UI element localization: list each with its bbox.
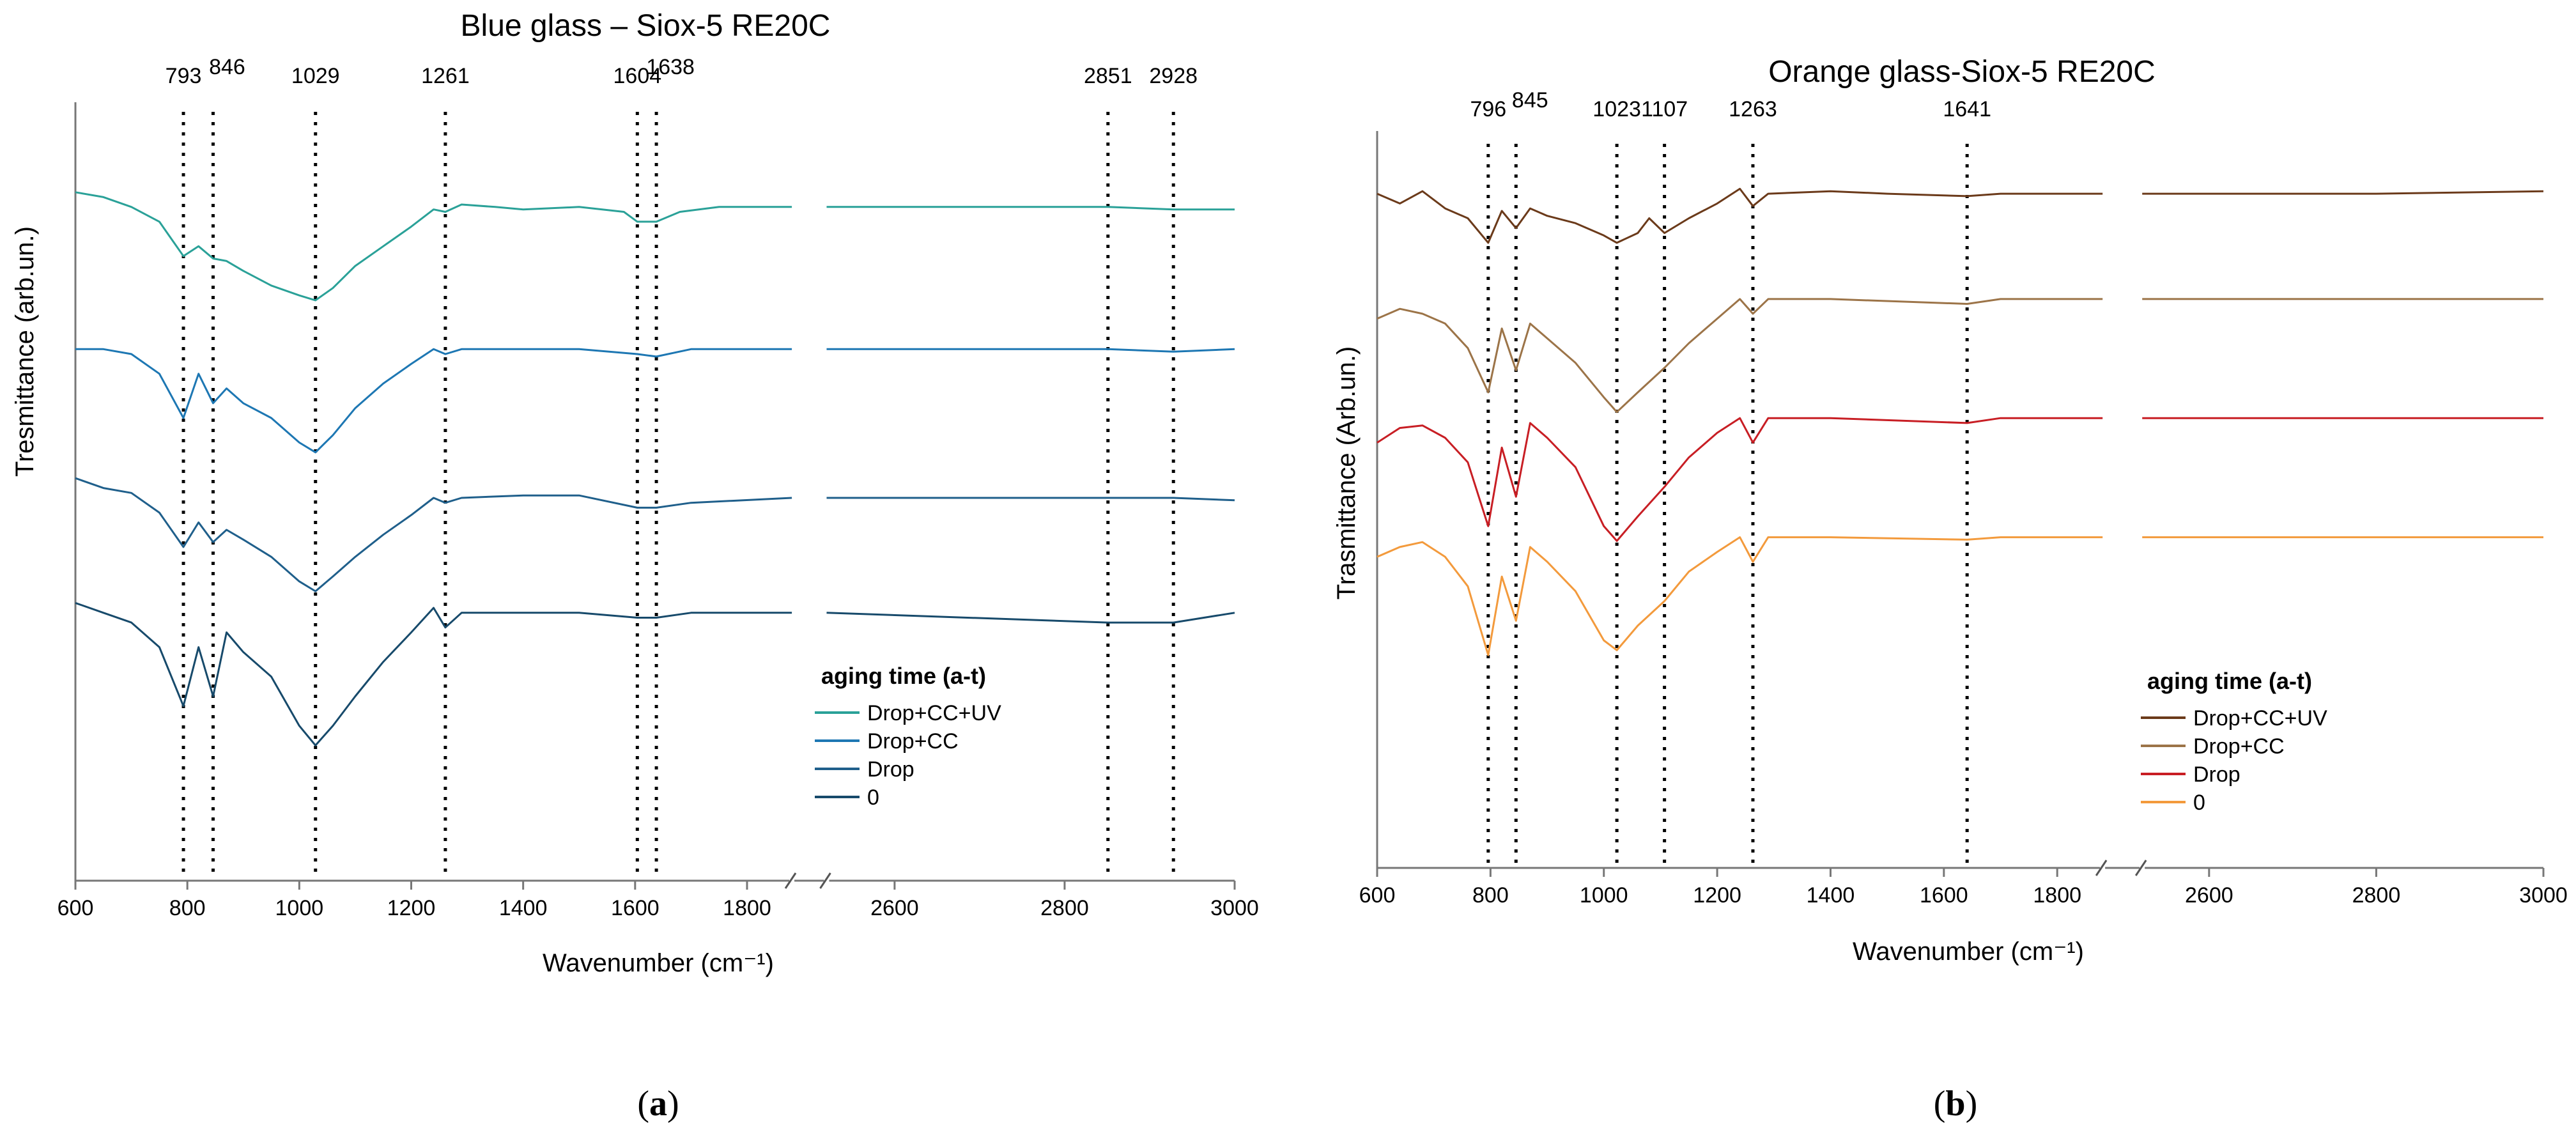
axis-break-mark xyxy=(784,872,797,889)
legend-title: aging time (a-t) xyxy=(821,663,986,689)
series-line xyxy=(75,601,792,746)
series-group xyxy=(1377,187,2544,656)
axis-break-gap xyxy=(2100,862,2106,874)
x-tick-label: 1400 xyxy=(499,896,548,920)
x-tick-label: 3000 xyxy=(1210,896,1259,920)
x-axis-label: Wavenumber (cm⁻¹) xyxy=(1853,938,2084,966)
x-axis-label: Wavenumber (cm⁻¹) xyxy=(543,949,774,977)
axis-break-mark xyxy=(819,872,831,889)
x-ticks: 600 800 1000 1200 1400 1600 1800 2600 2800 3000 xyxy=(1359,860,2568,908)
chart-panel-a: Blue glass – Siox-5 RE20C Tresmittance (… xyxy=(11,9,1259,977)
peak-label: 796 xyxy=(1470,97,1506,121)
peak-label: 1029 xyxy=(291,64,340,88)
chart-title: Orange glass-Siox-5 RE20C xyxy=(1768,55,2156,89)
x-tick-label: 2600 xyxy=(2185,883,2233,908)
axis-break-mark xyxy=(2095,860,2108,876)
peak-label: 1261 xyxy=(421,64,470,88)
x-tick-label: 1400 xyxy=(1807,883,1855,908)
peak-label: 1641 xyxy=(1943,97,1991,121)
series-line xyxy=(1377,417,2103,542)
axis-break-gap xyxy=(824,874,829,887)
x-tick-label: 2600 xyxy=(870,896,919,920)
peak-markers: 796 845 1023 1107 1263 1641 xyxy=(1470,88,1991,864)
chart-title: Blue glass – Siox-5 RE20C xyxy=(461,9,831,43)
x-tick-label: 1800 xyxy=(723,896,771,920)
peak-label: 845 xyxy=(1512,88,1548,112)
peak-label: 2928 xyxy=(1149,64,1198,88)
x-tick-label: 1200 xyxy=(387,896,436,920)
series-line xyxy=(1377,536,2103,656)
legend-item-label: Drop+CC+UV xyxy=(2193,706,2327,730)
legend-item-label: Drop xyxy=(867,757,914,782)
axis-break-gap xyxy=(2140,862,2145,874)
x-tick-label: 3000 xyxy=(2519,883,2568,908)
series-line xyxy=(1377,187,2103,244)
peak-label: 846 xyxy=(209,55,245,79)
legend-item-label: 0 xyxy=(2193,791,2205,815)
x-tick-label: 600 xyxy=(58,896,94,920)
legend-item-label: Drop+CC xyxy=(867,729,959,754)
series-line xyxy=(75,477,792,592)
x-tick-label: 800 xyxy=(1472,883,1509,908)
peak-label: 2851 xyxy=(1084,64,1132,88)
peak-label: 1023 xyxy=(1593,97,1641,121)
x-tick-label: 1000 xyxy=(275,896,324,920)
x-tick-label: 600 xyxy=(1359,883,1396,908)
peak-label: 793 xyxy=(166,64,202,88)
panel-label-b: (b) xyxy=(1934,1084,1977,1124)
x-tick-label: 800 xyxy=(169,896,206,920)
y-axis-label: Tresmittance (arb.un.) xyxy=(11,226,39,477)
series-line xyxy=(1377,298,2103,414)
series-line xyxy=(75,191,792,302)
legend-title: aging time (a-t) xyxy=(2147,668,2312,694)
legend-item-label: 0 xyxy=(867,785,879,810)
series-group xyxy=(75,191,1235,746)
legend-item-label: Drop xyxy=(2193,762,2241,787)
x-tick-label: 1600 xyxy=(1920,883,1968,908)
legend: aging time (a-t) Drop+CC+UV Drop+CC Drop 0 xyxy=(815,663,1001,810)
axis-break-mark xyxy=(2134,860,2147,876)
y-axis-label: Trasmittance (Arb.un.) xyxy=(1332,346,1361,599)
x-tick-label: 1200 xyxy=(1693,883,1741,908)
peak-label: 1107 xyxy=(1641,97,1688,121)
panel-label-a: (a) xyxy=(637,1084,679,1124)
x-tick-label: 1600 xyxy=(611,896,659,920)
x-tick-label: 1000 xyxy=(1580,883,1628,908)
x-tick-label: 2800 xyxy=(2352,883,2401,908)
series-line xyxy=(75,348,792,454)
legend: aging time (a-t) Drop+CC+UV Drop+CC Drop 0 xyxy=(2141,668,2327,815)
legend-item-label: Drop+CC xyxy=(2193,734,2285,759)
series-line xyxy=(826,206,1235,211)
axis-break-gap xyxy=(789,874,795,887)
x-tick-label: 2800 xyxy=(1040,896,1089,920)
series-line xyxy=(826,348,1235,353)
series-line xyxy=(826,612,1235,624)
peak-label: 1263 xyxy=(1729,97,1777,121)
x-tick-label: 1800 xyxy=(2033,883,2081,908)
peak-label: 1604 xyxy=(613,64,662,88)
series-line xyxy=(2142,190,2544,195)
legend-item-label: Drop+CC+UV xyxy=(867,701,1001,725)
series-line xyxy=(826,497,1235,502)
x-ticks: 600 800 1000 1200 1400 1600 1800 2600 2800 3000 xyxy=(58,872,1259,920)
peak-label: 1638 xyxy=(646,55,695,79)
chart-panel-b: Orange glass-Siox-5 RE20C Trasmittance (… xyxy=(1332,55,2568,966)
